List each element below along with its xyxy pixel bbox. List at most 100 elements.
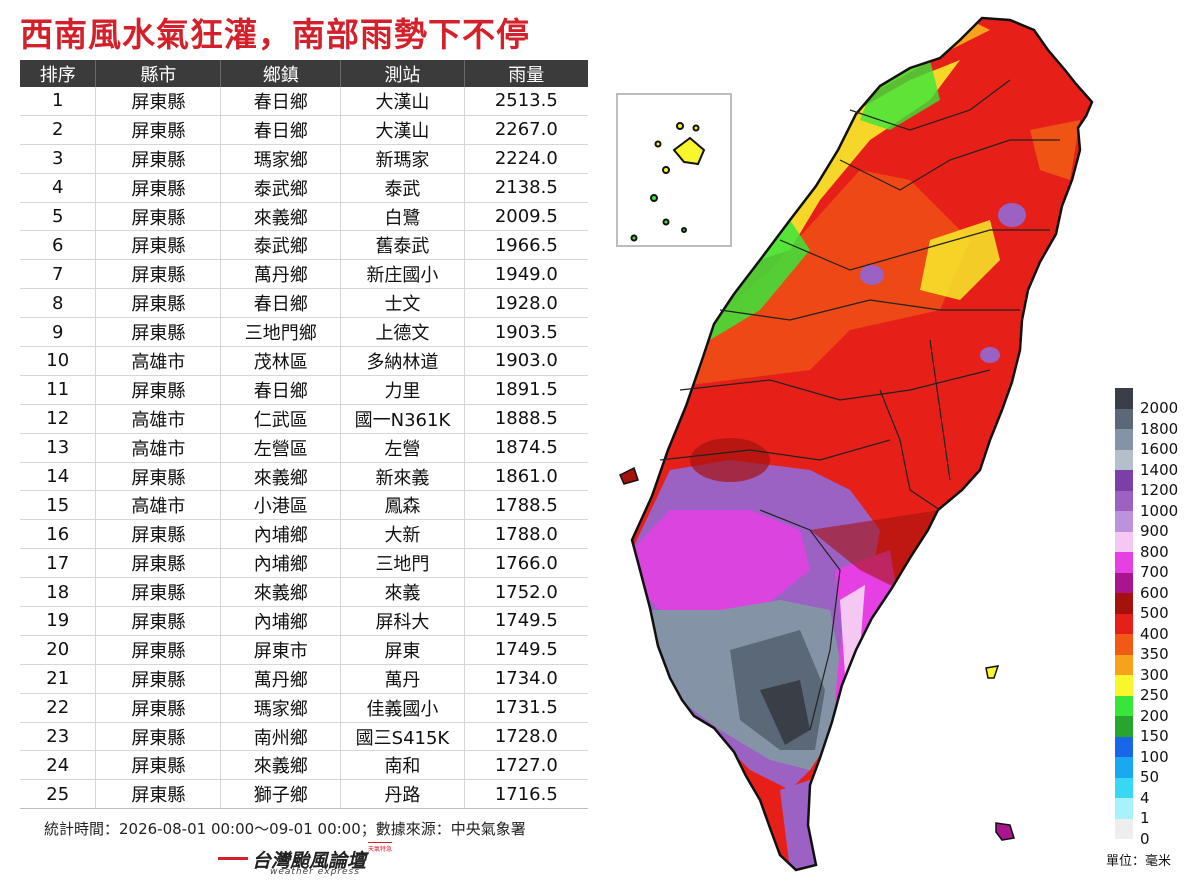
- rainfall-cell: 2267.0: [464, 115, 588, 145]
- station-cell: 士文: [340, 288, 465, 319]
- township-cell: 瑪家鄉: [220, 693, 342, 723]
- rainfall-cell: 2513.5: [464, 87, 588, 116]
- rank-cell: 1: [20, 87, 97, 116]
- table-row: 25 屏東縣 獅子鄉 丹路 1716.5: [20, 779, 588, 810]
- rainfall-cell: 1788.5: [464, 490, 588, 521]
- legend-swatch: [1115, 818, 1133, 839]
- rank-cell: 11: [20, 375, 97, 405]
- county-cell: 屏東縣: [95, 750, 222, 781]
- taiwan-rainfall-map: [619, 16, 1094, 872]
- legend-label: 1400: [1140, 460, 1179, 479]
- township-cell: 屏東市: [220, 635, 342, 665]
- offshore-islands: [619, 466, 1015, 841]
- taiwan-coastline: [630, 16, 1094, 872]
- township-cell: 泰武鄉: [220, 173, 342, 203]
- rank-cell: 5: [20, 202, 97, 232]
- header-rank: 排序: [20, 60, 97, 87]
- county-cell: 屏東縣: [95, 288, 222, 319]
- table-row: 5 屏東縣 來義鄉 白鷺 2009.5: [20, 202, 588, 232]
- table-header-row: 排序 縣市 鄉鎮 測站 雨量: [20, 60, 588, 87]
- county-cell: 屏東縣: [95, 664, 222, 694]
- table-row: 17 屏東縣 內埔鄉 三地門 1766.0: [20, 548, 588, 579]
- legend-swatch: [1115, 531, 1133, 552]
- township-cell: 泰武鄉: [220, 230, 342, 261]
- station-cell: 丹路: [340, 779, 465, 810]
- rainfall-cell: 1749.5: [464, 635, 588, 665]
- rank-cell: 7: [20, 259, 97, 290]
- rainfall-legend: 2000 1800 1600 1400 1200 1000 900 800 700 600 500 4…: [1115, 388, 1195, 848]
- table-row: 6 屏東縣 泰武鄉 舊泰武 1966.5: [20, 230, 588, 261]
- rank-cell: 25: [20, 779, 97, 810]
- township-cell: 瑪家鄉: [220, 144, 342, 174]
- rank-cell: 10: [20, 346, 97, 376]
- table-row: 22 屏東縣 瑪家鄉 佳義國小 1731.5: [20, 693, 588, 723]
- rainfall-cell: 1788.0: [464, 519, 588, 550]
- legend-label: 300: [1140, 665, 1169, 684]
- logo-subtitle: weather express: [270, 867, 360, 877]
- legend-swatch: [1115, 408, 1133, 429]
- rank-cell: 8: [20, 288, 97, 319]
- station-cell: 上德文: [340, 317, 465, 348]
- legend-swatch: [1115, 470, 1133, 491]
- station-cell: 大漢山: [340, 87, 465, 116]
- rank-cell: 9: [20, 317, 97, 348]
- rainfall-cell: 1891.5: [464, 375, 588, 405]
- legend-label: 100: [1140, 747, 1169, 766]
- legend-swatch: [1115, 552, 1133, 573]
- legend-label: 800: [1140, 542, 1169, 561]
- legend-swatch: [1115, 777, 1133, 798]
- county-cell: 屏東縣: [95, 202, 222, 232]
- legend-swatch: [1115, 798, 1133, 819]
- table-row: 10 高雄市 茂林區 多納林道 1903.0: [20, 346, 588, 376]
- rainfall-cell: 1752.0: [464, 577, 588, 608]
- rainfall-cell: 1727.0: [464, 750, 588, 781]
- county-cell: 屏東縣: [95, 144, 222, 174]
- county-cell: 屏東縣: [95, 779, 222, 810]
- county-cell: 高雄市: [95, 490, 222, 521]
- table-row: 21 屏東縣 萬丹鄉 萬丹 1734.0: [20, 664, 588, 694]
- station-cell: 國一N361K: [340, 404, 465, 434]
- rank-cell: 23: [20, 722, 97, 752]
- township-cell: 南州鄉: [220, 722, 342, 752]
- county-cell: 屏東縣: [95, 375, 222, 405]
- county-cell: 高雄市: [95, 346, 222, 376]
- rainfall-cell: 1728.0: [464, 722, 588, 752]
- county-boundaries: [659, 79, 1060, 731]
- county-cell: 屏東縣: [95, 259, 222, 290]
- rank-cell: 3: [20, 144, 97, 174]
- rank-cell: 4: [20, 173, 97, 203]
- legend-label: 500: [1140, 604, 1169, 622]
- county-cell: 屏東縣: [95, 606, 222, 636]
- township-cell: 三地門鄉: [220, 317, 342, 348]
- legend-swatch: [1115, 572, 1133, 593]
- penghu-islands: [630, 122, 706, 242]
- station-cell: 鳳森: [340, 490, 465, 521]
- table-row: 24 屏東縣 來義鄉 南和 1727.0: [20, 750, 588, 781]
- legend-label: 250: [1140, 686, 1169, 704]
- rainfall-cell: 1888.5: [464, 404, 588, 434]
- station-cell: 左營: [340, 433, 465, 463]
- logo-tag: 天氣特急: [368, 842, 393, 853]
- county-cell: 屏東縣: [95, 693, 222, 723]
- legend-label: 4: [1140, 788, 1150, 807]
- county-cell: 屏東縣: [95, 722, 222, 752]
- station-cell: 大新: [340, 519, 465, 550]
- legend-label: 200: [1140, 706, 1169, 725]
- township-cell: 獅子鄉: [220, 779, 342, 810]
- table-row: 23 屏東縣 南州鄉 國三S415K 1728.0: [20, 722, 588, 752]
- station-cell: 萬丹: [340, 664, 465, 694]
- legend-swatch: [1115, 429, 1133, 450]
- table-row: 14 屏東縣 來義鄉 新來義 1861.0: [20, 462, 588, 492]
- rainfall-cell: 1766.0: [464, 548, 588, 579]
- header-rainfall: 雨量: [464, 60, 588, 87]
- legend-swatch: [1115, 695, 1133, 716]
- legend-swatch: [1115, 613, 1133, 634]
- table-row: 9 屏東縣 三地門鄉 上德文 1903.5: [20, 317, 588, 348]
- table-row: 7 屏東縣 萬丹鄉 新庄國小 1949.0: [20, 259, 588, 290]
- legend-swatch: [1115, 757, 1133, 778]
- rainfall-cell: 1903.0: [464, 346, 588, 376]
- station-cell: 國三S415K: [340, 722, 465, 752]
- rank-cell: 14: [20, 462, 97, 492]
- legend-label: 400: [1140, 624, 1169, 643]
- header-township: 鄉鎮: [220, 60, 342, 87]
